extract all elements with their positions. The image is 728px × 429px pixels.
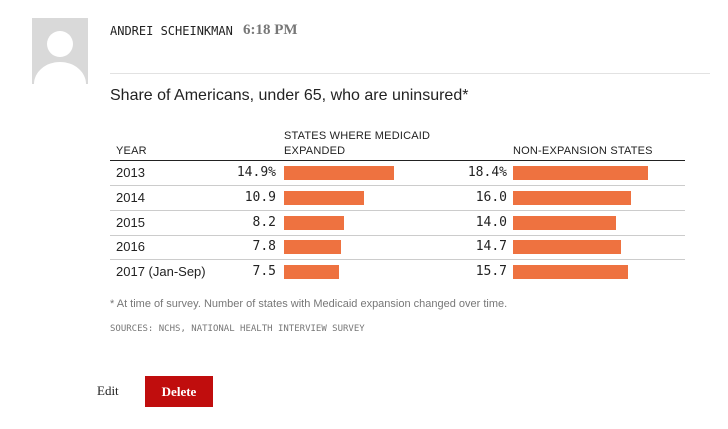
column-header: YEAR bbox=[116, 145, 147, 157]
source: SOURCES: NCHS, NATIONAL HEALTH INTERVIEW… bbox=[110, 324, 365, 334]
value-label: 15.7 bbox=[475, 264, 507, 280]
legend-entry: NON-EXPANSION STATES bbox=[513, 145, 653, 157]
bar bbox=[513, 265, 629, 280]
bar bbox=[284, 240, 342, 255]
bar bbox=[513, 240, 622, 255]
bar bbox=[284, 215, 345, 230]
bar bbox=[513, 215, 616, 230]
value-label: 8.2 bbox=[252, 214, 276, 230]
category-label: 2013 bbox=[116, 165, 145, 180]
bar bbox=[284, 190, 365, 205]
value-label: 14.7 bbox=[475, 239, 507, 255]
category-label: 2016 bbox=[116, 239, 145, 255]
delete-button[interactable]: Delete bbox=[145, 376, 213, 407]
avatar bbox=[32, 18, 88, 84]
chart-title: Share of Americans, under 65, who are un… bbox=[110, 87, 469, 104]
header-rule bbox=[110, 160, 685, 161]
footnote: * At time of survey. Number of states wi… bbox=[110, 298, 508, 310]
value-label: 18.4% bbox=[467, 165, 507, 180]
value-label: 7.5 bbox=[252, 264, 276, 280]
legend-entry: STATES WHERE MEDICAID EXPANDED bbox=[284, 130, 431, 157]
bar bbox=[284, 166, 394, 180]
value-label: 16.0 bbox=[475, 189, 507, 205]
avatar-icon bbox=[34, 31, 86, 84]
value-label: 14.0 bbox=[475, 214, 507, 230]
separator bbox=[110, 73, 710, 74]
value-label: 14.9% bbox=[236, 165, 276, 180]
bar bbox=[513, 190, 631, 205]
edit-button[interactable]: Edit bbox=[97, 383, 119, 398]
row-rule bbox=[110, 209, 685, 211]
category-label: 2014 bbox=[116, 189, 145, 205]
category-label: 2015 bbox=[116, 214, 145, 230]
row-rule bbox=[110, 185, 685, 186]
row-rule bbox=[110, 259, 685, 261]
value-label: 10.9 bbox=[244, 189, 276, 205]
author: ANDREI SCHEINKMAN bbox=[110, 24, 233, 38]
bar bbox=[284, 265, 340, 280]
row-rule bbox=[110, 234, 685, 236]
category-label: 2017 (Jan-Sep) bbox=[116, 264, 206, 280]
value-label: 7.8 bbox=[252, 239, 276, 255]
time: 6:18 PM bbox=[243, 22, 298, 38]
bar bbox=[513, 166, 649, 180]
